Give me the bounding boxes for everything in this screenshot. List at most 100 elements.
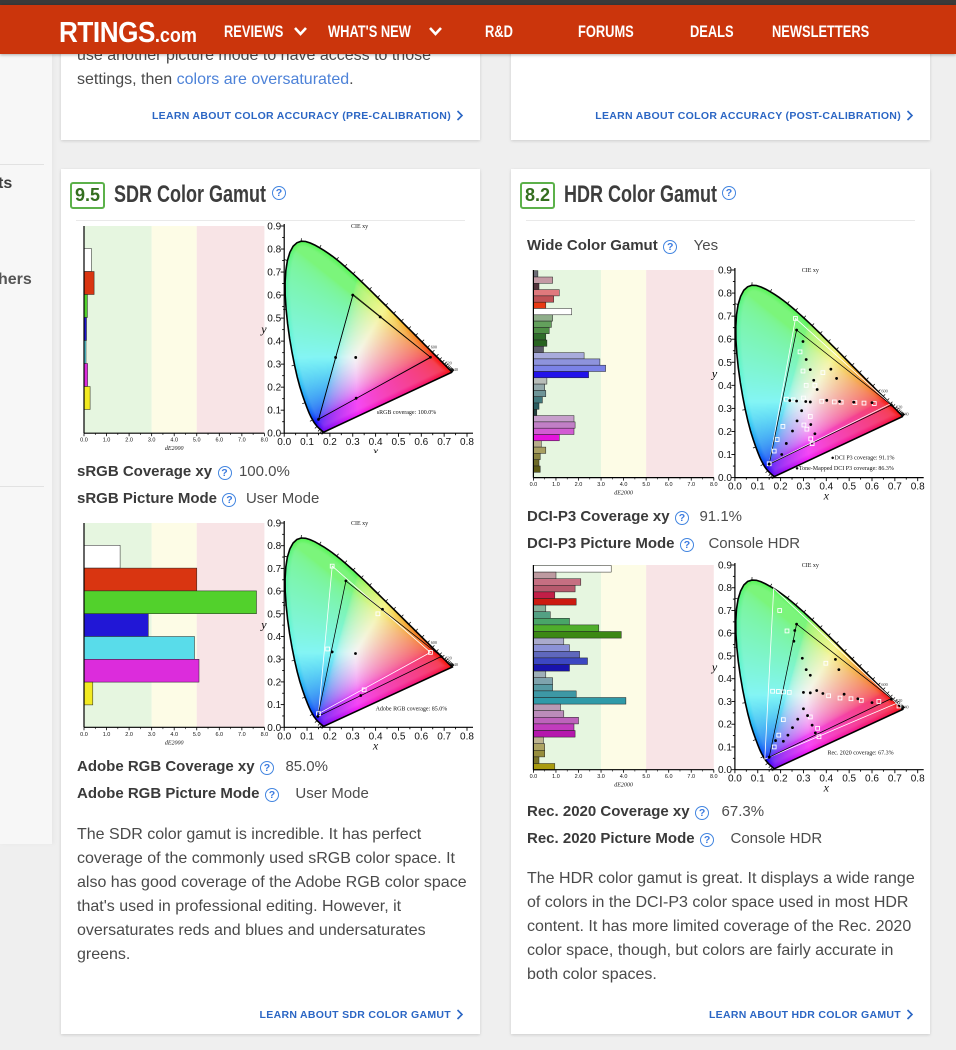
svg-text:0.5: 0.5 bbox=[391, 731, 405, 742]
svg-text:7.0: 7.0 bbox=[238, 438, 246, 444]
svg-text:5.0: 5.0 bbox=[642, 482, 650, 488]
svg-text:0.9: 0.9 bbox=[267, 222, 281, 233]
svg-text:y: y bbox=[260, 322, 267, 336]
svg-text:0.6: 0.6 bbox=[267, 291, 281, 302]
svg-text:8.0: 8.0 bbox=[710, 774, 718, 780]
svg-text:0.5: 0.5 bbox=[391, 437, 405, 448]
svg-text:0.8: 0.8 bbox=[718, 289, 732, 300]
svg-text:dE2000: dE2000 bbox=[614, 783, 633, 789]
svg-text:600: 600 bbox=[431, 344, 437, 349]
svg-text:0.3: 0.3 bbox=[796, 774, 810, 785]
svg-text:0.3: 0.3 bbox=[346, 437, 360, 448]
svg-text:0.1: 0.1 bbox=[718, 742, 732, 753]
svg-text:0.0: 0.0 bbox=[718, 765, 732, 776]
svg-text:4.0: 4.0 bbox=[620, 774, 628, 780]
svg-text:6.0: 6.0 bbox=[215, 438, 223, 444]
svg-text:0.1: 0.1 bbox=[267, 406, 281, 417]
svg-text:0.7: 0.7 bbox=[718, 606, 732, 617]
svg-text:0.2: 0.2 bbox=[267, 677, 281, 688]
svg-text:0.7: 0.7 bbox=[718, 312, 732, 323]
svg-text:sRGB coverage: 100.0%: sRGB coverage: 100.0% bbox=[377, 410, 437, 416]
svg-text:0.5: 0.5 bbox=[267, 609, 281, 620]
svg-text:0.0: 0.0 bbox=[530, 482, 538, 488]
svg-text:0.5: 0.5 bbox=[842, 774, 856, 785]
svg-text:x: x bbox=[823, 489, 830, 500]
svg-text:0.9: 0.9 bbox=[718, 266, 732, 277]
svg-text:4.0: 4.0 bbox=[620, 482, 628, 488]
svg-text:0.6: 0.6 bbox=[267, 587, 281, 598]
svg-text:0.2: 0.2 bbox=[774, 482, 788, 493]
svg-text:0.8: 0.8 bbox=[460, 437, 474, 448]
svg-text:0.8: 0.8 bbox=[911, 774, 925, 785]
svg-text:2.0: 2.0 bbox=[125, 438, 133, 444]
svg-text:0.5: 0.5 bbox=[267, 314, 281, 325]
svg-text:0.3: 0.3 bbox=[346, 731, 360, 742]
svg-text:x: x bbox=[372, 738, 379, 752]
svg-text:CIE xy: CIE xy bbox=[351, 224, 368, 230]
svg-text:0.8: 0.8 bbox=[911, 482, 925, 493]
svg-text:0.2: 0.2 bbox=[323, 731, 337, 742]
svg-text:x: x bbox=[823, 781, 830, 792]
svg-text:0.6: 0.6 bbox=[865, 482, 879, 493]
svg-text:Rec. 2020 coverage: 67.3%: Rec. 2020 coverage: 67.3% bbox=[827, 751, 893, 757]
svg-text:Adobe RGB coverage: 85.0%: Adobe RGB coverage: 85.0% bbox=[376, 706, 448, 712]
svg-text:0.3: 0.3 bbox=[718, 697, 732, 708]
svg-text:dE2000: dE2000 bbox=[614, 491, 633, 497]
svg-text:CIE xy: CIE xy bbox=[802, 268, 819, 274]
svg-text:620: 620 bbox=[445, 360, 451, 365]
svg-text:0.2: 0.2 bbox=[718, 427, 732, 438]
svg-text:0.4: 0.4 bbox=[819, 774, 833, 785]
svg-text:7.0: 7.0 bbox=[238, 732, 246, 738]
svg-text:3.0: 3.0 bbox=[148, 438, 156, 444]
svg-text:y: y bbox=[711, 366, 718, 380]
svg-text:0.4: 0.4 bbox=[718, 674, 732, 685]
svg-text:0.1: 0.1 bbox=[751, 482, 765, 493]
svg-text:640: 640 bbox=[452, 367, 458, 372]
svg-text:620: 620 bbox=[896, 698, 902, 703]
svg-text:3.0: 3.0 bbox=[597, 482, 605, 488]
svg-text:0.6: 0.6 bbox=[414, 437, 428, 448]
svg-text:dE2000: dE2000 bbox=[165, 740, 184, 746]
svg-text:600: 600 bbox=[881, 389, 887, 394]
svg-text:0.5: 0.5 bbox=[718, 651, 732, 662]
svg-text:640: 640 bbox=[452, 662, 458, 667]
svg-text:0.2: 0.2 bbox=[323, 437, 337, 448]
svg-text:0.9: 0.9 bbox=[718, 561, 732, 572]
svg-text:0.4: 0.4 bbox=[267, 632, 281, 643]
svg-text:0.1: 0.1 bbox=[751, 774, 765, 785]
svg-text:6.0: 6.0 bbox=[665, 482, 673, 488]
svg-text:CIE xy: CIE xy bbox=[351, 521, 368, 527]
svg-text:0.2: 0.2 bbox=[774, 774, 788, 785]
svg-text:0.8: 0.8 bbox=[460, 731, 474, 742]
svg-text:0.9: 0.9 bbox=[267, 519, 281, 530]
svg-text:●Tone-Mapped DCI P3 coverage:: ●Tone-Mapped DCI P3 coverage: 86.3% bbox=[795, 466, 894, 472]
svg-text:y: y bbox=[711, 660, 718, 674]
svg-text:1.0: 1.0 bbox=[103, 438, 111, 444]
svg-text:620: 620 bbox=[445, 656, 451, 661]
svg-text:0.4: 0.4 bbox=[718, 381, 732, 392]
svg-text:0.0: 0.0 bbox=[728, 482, 742, 493]
svg-text:8.0: 8.0 bbox=[261, 732, 269, 738]
svg-text:0.7: 0.7 bbox=[888, 482, 902, 493]
svg-text:0.0: 0.0 bbox=[267, 723, 281, 734]
svg-text:0.0: 0.0 bbox=[267, 429, 281, 440]
svg-text:4.0: 4.0 bbox=[170, 732, 178, 738]
svg-text:0.3: 0.3 bbox=[796, 482, 810, 493]
svg-text:0.0: 0.0 bbox=[277, 731, 291, 742]
svg-text:0.4: 0.4 bbox=[819, 482, 833, 493]
svg-text:CIE xy: CIE xy bbox=[802, 563, 819, 569]
svg-text:5.0: 5.0 bbox=[642, 774, 650, 780]
svg-text:1.0: 1.0 bbox=[103, 732, 111, 738]
svg-text:600: 600 bbox=[431, 640, 437, 645]
svg-text:8.0: 8.0 bbox=[261, 438, 269, 444]
svg-text:0.4: 0.4 bbox=[267, 337, 281, 348]
svg-text:0.3: 0.3 bbox=[718, 404, 732, 415]
svg-text:0.2: 0.2 bbox=[267, 383, 281, 394]
svg-text:7.0: 7.0 bbox=[687, 774, 695, 780]
svg-text:640: 640 bbox=[902, 704, 908, 709]
svg-text:0.0: 0.0 bbox=[80, 732, 88, 738]
svg-text:4.0: 4.0 bbox=[170, 438, 178, 444]
svg-text:0.4: 0.4 bbox=[369, 731, 383, 742]
svg-text:0.7: 0.7 bbox=[267, 564, 281, 575]
svg-text:0.3: 0.3 bbox=[267, 360, 281, 371]
